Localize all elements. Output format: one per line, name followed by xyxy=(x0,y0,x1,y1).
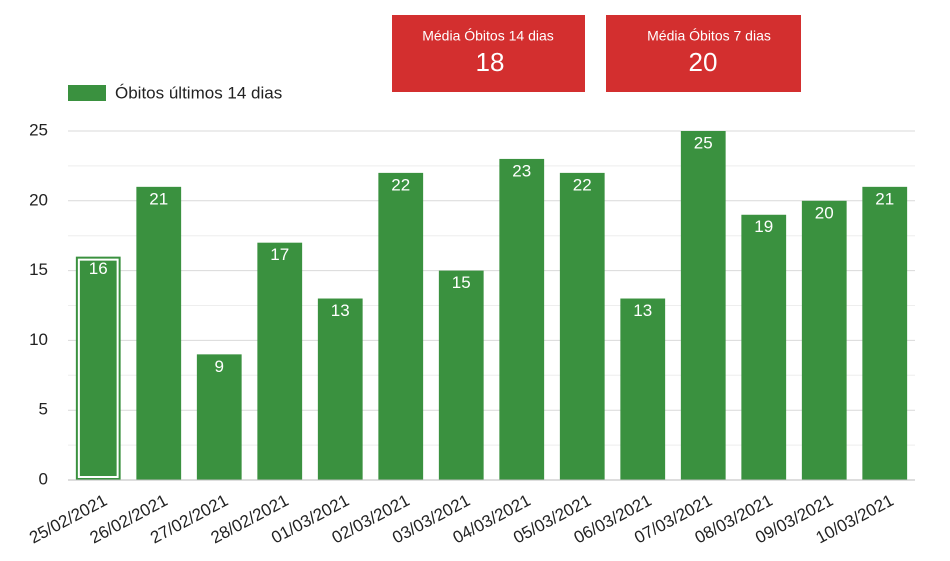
bar xyxy=(317,298,363,480)
legend-swatch xyxy=(68,85,106,101)
y-tick-label: 15 xyxy=(29,260,48,279)
value-label: 16 xyxy=(89,259,108,278)
value-label: 23 xyxy=(512,161,531,180)
value-label: 22 xyxy=(391,175,410,194)
card-value: 20 xyxy=(689,47,718,77)
y-tick-label: 5 xyxy=(39,400,48,419)
value-label: 13 xyxy=(331,301,350,320)
value-label: 21 xyxy=(149,189,168,208)
y-tick-label: 25 xyxy=(29,120,48,139)
value-label: 9 xyxy=(215,357,224,376)
bar xyxy=(438,270,484,480)
value-label: 17 xyxy=(270,245,289,264)
bar xyxy=(499,158,545,481)
value-label: 22 xyxy=(573,175,592,194)
bar xyxy=(620,298,666,480)
card-label: Média Óbitos 14 dias xyxy=(422,28,554,44)
card-bg xyxy=(392,15,585,92)
card: Média Óbitos 7 dias 20 xyxy=(606,15,801,92)
bar xyxy=(862,186,908,480)
value-label: 25 xyxy=(694,133,713,152)
bar xyxy=(378,172,424,480)
value-label: 19 xyxy=(754,217,773,236)
card-label: Média Óbitos 7 dias xyxy=(647,28,771,44)
value-label: 13 xyxy=(633,301,652,320)
bar xyxy=(75,256,121,480)
bar xyxy=(801,200,847,481)
value-label: 15 xyxy=(452,273,471,292)
bar xyxy=(136,186,182,480)
y-tick-label: 20 xyxy=(29,190,48,209)
bar xyxy=(559,172,605,480)
card-value: 18 xyxy=(476,47,505,77)
bar xyxy=(680,131,726,480)
value-label: 20 xyxy=(815,203,834,222)
card-bg xyxy=(606,15,801,92)
y-tick-label: 10 xyxy=(29,330,48,349)
value-label: 21 xyxy=(875,189,894,208)
legend-label: Óbitos últimos 14 dias xyxy=(115,83,282,102)
bar-selection xyxy=(77,258,119,479)
bar xyxy=(196,354,242,480)
y-tick-label: 0 xyxy=(39,469,48,488)
card: Média Óbitos 14 dias 18 xyxy=(392,15,585,92)
bar xyxy=(741,214,787,480)
bar xyxy=(257,242,303,480)
